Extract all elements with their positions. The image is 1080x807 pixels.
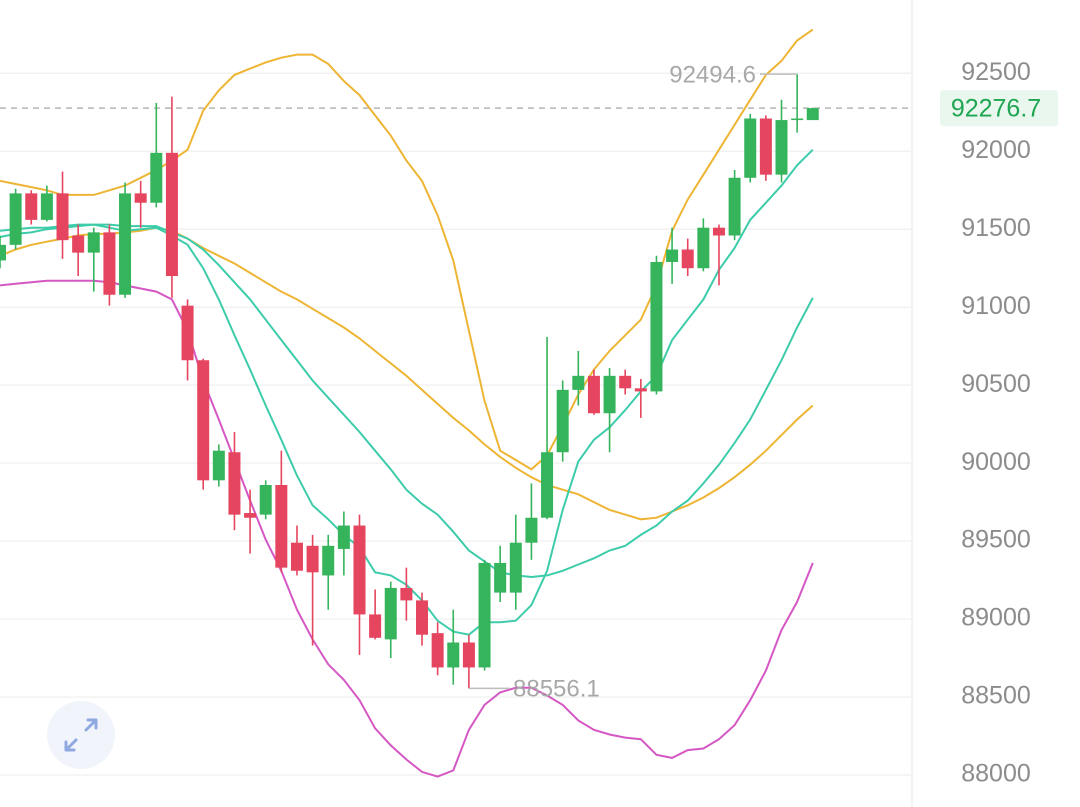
y-tick-label: 89500 xyxy=(961,526,1031,554)
candle-body xyxy=(275,484,288,568)
candle-body xyxy=(9,193,22,245)
y-tick-label: 90500 xyxy=(961,370,1031,398)
plot xyxy=(0,28,912,778)
candle-body xyxy=(525,517,538,543)
last-price-bg xyxy=(940,90,1058,127)
candle-body xyxy=(603,375,616,414)
candle-body xyxy=(150,152,163,203)
y-tick-label: 88500 xyxy=(961,682,1031,710)
indicator-line xyxy=(0,226,814,521)
y-tick-label: 90000 xyxy=(961,448,1031,476)
expand-button[interactable] xyxy=(47,701,115,769)
candle-body xyxy=(25,193,38,220)
candle-body xyxy=(212,450,225,481)
y-tick-label: 91500 xyxy=(961,214,1031,242)
low-marker-label: 88556.1 xyxy=(513,676,600,703)
y-tick-label: 88000 xyxy=(961,760,1031,788)
candle-body xyxy=(322,545,335,576)
candle-body xyxy=(119,193,132,295)
candle-body xyxy=(541,452,554,518)
candle-body xyxy=(416,600,429,635)
candle-body xyxy=(72,235,85,253)
candle-body xyxy=(666,249,679,262)
candle-body xyxy=(0,244,6,261)
candle-body xyxy=(509,542,522,593)
high-marker-label: 92494.6 xyxy=(669,61,756,88)
candle-body xyxy=(353,525,366,615)
candle-body xyxy=(306,545,319,573)
candle-body xyxy=(384,587,397,640)
expand-button-bg[interactable] xyxy=(47,701,115,769)
candle-body xyxy=(697,227,710,269)
y-tick-label: 89000 xyxy=(961,604,1031,632)
indicator-line xyxy=(0,279,814,778)
y-tick-label: 92500 xyxy=(961,58,1031,86)
candle-body xyxy=(431,633,444,668)
candle-body xyxy=(259,484,272,515)
candle-body xyxy=(181,305,194,361)
candle-body xyxy=(634,388,647,392)
candle-body xyxy=(619,375,632,389)
candle-body xyxy=(462,642,475,668)
last-price-label: 92276.7 xyxy=(951,95,1041,123)
candle-body xyxy=(478,562,491,668)
candle-body xyxy=(447,642,460,668)
y-tick-label: 92000 xyxy=(961,136,1031,164)
candle-body xyxy=(369,614,382,638)
candle-body xyxy=(791,118,804,121)
candle-body xyxy=(712,227,725,236)
candle-body xyxy=(400,587,413,601)
candle-body xyxy=(759,118,772,175)
candle-body xyxy=(775,120,788,175)
y-tick-label: 91000 xyxy=(961,292,1031,320)
candle-body xyxy=(337,525,350,549)
candle-body xyxy=(572,375,585,390)
candle-body xyxy=(290,542,303,571)
candle-body xyxy=(744,118,757,178)
candle-body xyxy=(728,177,741,236)
candle-body xyxy=(650,261,663,392)
candle-body xyxy=(134,193,147,203)
candle-body xyxy=(556,389,569,453)
indicator-line xyxy=(0,223,814,579)
candle-body xyxy=(681,249,694,269)
candle-body xyxy=(228,452,241,515)
candle-body xyxy=(40,193,53,220)
expand-icon[interactable] xyxy=(64,718,98,752)
candle-body xyxy=(56,193,69,241)
candle-body xyxy=(587,375,600,414)
candle-body xyxy=(103,232,116,295)
candle-body xyxy=(87,232,100,253)
indicator-line xyxy=(0,28,814,471)
candle-body xyxy=(806,108,819,121)
candle-body xyxy=(494,562,507,593)
candle-body xyxy=(165,152,178,277)
candle-body xyxy=(197,360,210,481)
candle-body xyxy=(244,513,257,518)
